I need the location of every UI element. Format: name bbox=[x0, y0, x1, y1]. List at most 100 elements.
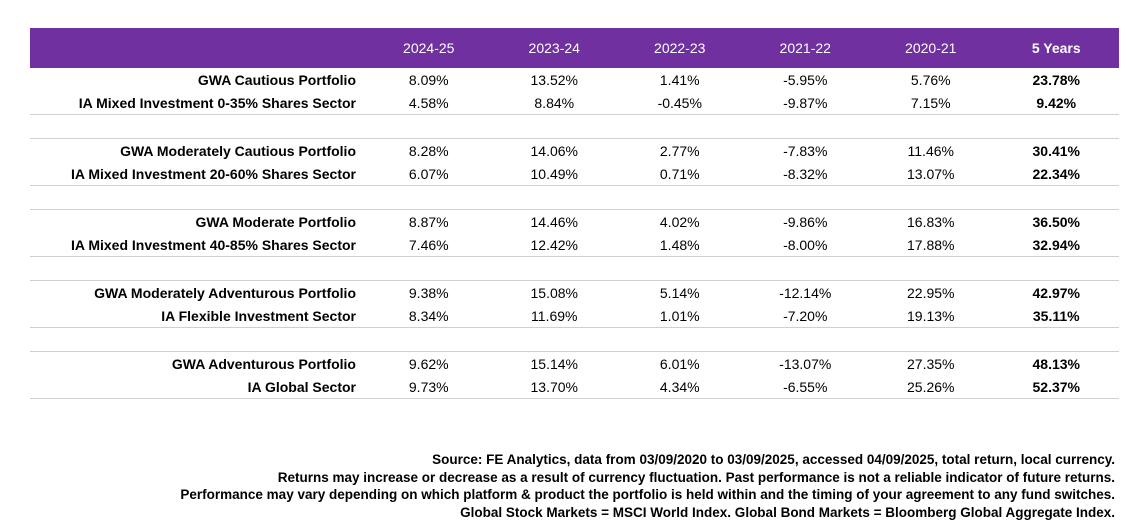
return-cell: -5.95% bbox=[783, 71, 828, 88]
return-cell: -9.87% bbox=[742, 91, 868, 115]
group-spacer bbox=[30, 185, 1119, 210]
five-year-total-cell: 42.97% bbox=[1032, 284, 1080, 301]
return-cell: 13.52% bbox=[530, 71, 578, 88]
return-cell: 14.06% bbox=[530, 142, 578, 159]
header-2020-21: 2020-21 bbox=[905, 40, 957, 56]
return-cell: 8.28% bbox=[408, 142, 449, 159]
return-cell: 1.41% bbox=[659, 71, 700, 88]
table-row: IA Flexible Investment Sector 8.34% 11.69%… bbox=[30, 304, 1119, 328]
table-row: GWA Moderately Adventurous Portfolio 9.38… bbox=[30, 281, 1119, 305]
row-label: IA Mixed Investment 0-35% Shares Sector bbox=[30, 91, 366, 115]
header-2022-23: 2022-23 bbox=[654, 40, 706, 56]
return-cell: -8.32% bbox=[742, 162, 868, 186]
return-cell: 9.62% bbox=[408, 355, 449, 372]
return-cell: 25.26% bbox=[868, 375, 994, 399]
spacer-cell bbox=[30, 327, 1119, 352]
spacer-cell bbox=[30, 114, 1119, 139]
return-cell: 7.46% bbox=[366, 233, 492, 257]
return-cell: 9.38% bbox=[408, 284, 449, 301]
return-cell: 19.13% bbox=[868, 304, 994, 328]
row-label: IA Mixed Investment 20-60% Shares Sector bbox=[30, 162, 366, 186]
five-year-total-cell: 52.37% bbox=[993, 375, 1119, 399]
return-cell: 10.49% bbox=[491, 162, 617, 186]
footnotes: Source: FE Analytics, data from 03/09/20… bbox=[15, 451, 1115, 521]
return-cell: 8.87% bbox=[408, 213, 449, 230]
return-cell: 1.48% bbox=[617, 233, 743, 257]
return-cell: -7.20% bbox=[742, 304, 868, 328]
spacer-cell bbox=[30, 256, 1119, 281]
table-body: GWA Cautious Portfolio 8.09% 13.52% 1.41% -5… bbox=[30, 68, 1119, 399]
return-cell: 11.69% bbox=[491, 304, 617, 328]
return-cell: -13.07% bbox=[779, 355, 832, 372]
return-cell: 12.42% bbox=[491, 233, 617, 257]
return-cell: 9.73% bbox=[366, 375, 492, 399]
source-note: Source: FE Analytics, data from 03/09/20… bbox=[432, 452, 1115, 467]
return-cell: 16.83% bbox=[907, 213, 955, 230]
row-label: GWA Cautious Portfolio bbox=[197, 71, 356, 88]
five-year-total-cell: 32.94% bbox=[993, 233, 1119, 257]
return-cell: 15.14% bbox=[530, 355, 578, 372]
return-cell: -8.00% bbox=[742, 233, 868, 257]
return-cell: 13.07% bbox=[868, 162, 994, 186]
return-cell: 6.07% bbox=[366, 162, 492, 186]
index-note: Global Stock Markets = MSCI World Index.… bbox=[460, 504, 1115, 520]
return-cell: 22.95% bbox=[907, 284, 955, 301]
return-cell: -6.55% bbox=[742, 375, 868, 399]
table-row: IA Global Sector 9.73% 13.70% 4.34% -6.55% 25… bbox=[30, 375, 1119, 399]
row-label: GWA Moderate Portfolio bbox=[195, 213, 356, 230]
return-cell: 7.15% bbox=[868, 91, 994, 115]
table-row: IA Mixed Investment 0-35% Shares Sector 4… bbox=[30, 91, 1119, 115]
return-cell: 11.46% bbox=[907, 142, 954, 159]
return-cell: 5.76% bbox=[910, 71, 951, 88]
platform-note: Performance may vary depending on which … bbox=[180, 487, 1115, 502]
return-cell: -7.83% bbox=[783, 142, 828, 159]
five-year-total-cell: 9.42% bbox=[993, 91, 1119, 115]
table-row: IA Mixed Investment 20-60% Shares Sector… bbox=[30, 162, 1119, 186]
return-cell: 6.01% bbox=[659, 355, 700, 372]
five-year-total-cell: 23.78% bbox=[1032, 71, 1080, 88]
return-cell: 13.70% bbox=[491, 375, 617, 399]
five-year-total-cell: 36.50% bbox=[1032, 213, 1080, 230]
return-cell: 4.58% bbox=[366, 91, 492, 115]
header-5-years: 5 Years bbox=[1031, 40, 1081, 56]
return-cell: 1.01% bbox=[617, 304, 743, 328]
row-label: GWA Moderately Adventurous Portfolio bbox=[94, 284, 356, 301]
five-year-total-cell: 35.11% bbox=[993, 304, 1119, 328]
header-2021-22: 2021-22 bbox=[779, 40, 831, 56]
spacer-cell bbox=[30, 185, 1119, 210]
group-spacer bbox=[30, 327, 1119, 352]
five-year-total-cell: 22.34% bbox=[993, 162, 1119, 186]
header-row: 2024-25 2023-24 2022-23 2021-22 2020-21 … bbox=[30, 28, 1119, 68]
row-label: IA Mixed Investment 40-85% Shares Sector bbox=[30, 233, 366, 257]
header-2024-25: 2024-25 bbox=[403, 40, 455, 56]
header-2023-24: 2023-24 bbox=[528, 40, 580, 56]
return-cell: -12.14% bbox=[779, 284, 832, 301]
table-header: 2024-25 2023-24 2022-23 2021-22 2020-21 … bbox=[30, 28, 1119, 68]
return-cell: 2.77% bbox=[659, 142, 700, 159]
return-cell: 4.02% bbox=[659, 213, 700, 230]
five-year-total-cell: 48.13% bbox=[1032, 355, 1080, 372]
return-cell: 15.08% bbox=[530, 284, 578, 301]
table-row: GWA Moderately Cautious Portfolio 8.28% 14… bbox=[30, 139, 1119, 163]
return-cell: -0.45% bbox=[617, 91, 743, 115]
table-row: GWA Adventurous Portfolio 9.62% 15.14% 6.01… bbox=[30, 352, 1119, 376]
header-label-blank bbox=[30, 28, 366, 68]
row-label: IA Global Sector bbox=[30, 375, 366, 399]
return-cell: 5.14% bbox=[659, 284, 700, 301]
return-cell: 8.09% bbox=[408, 71, 449, 88]
group-spacer bbox=[30, 114, 1119, 139]
return-cell: 14.46% bbox=[530, 213, 578, 230]
five-year-total-cell: 30.41% bbox=[1032, 142, 1080, 159]
performance-table: 2024-25 2023-24 2022-23 2021-22 2020-21 … bbox=[30, 28, 1119, 399]
row-label: GWA Adventurous Portfolio bbox=[171, 355, 356, 372]
table-row: GWA Cautious Portfolio 8.09% 13.52% 1.41% -5… bbox=[30, 68, 1119, 91]
row-label: IA Flexible Investment Sector bbox=[30, 304, 366, 328]
table-row: IA Mixed Investment 40-85% Shares Sector… bbox=[30, 233, 1119, 257]
currency-note: Returns may increase or decrease as a re… bbox=[277, 469, 1115, 485]
group-spacer bbox=[30, 256, 1119, 281]
return-cell: 8.84% bbox=[491, 91, 617, 115]
row-label: GWA Moderately Cautious Portfolio bbox=[120, 142, 356, 159]
return-cell: 8.34% bbox=[366, 304, 492, 328]
return-cell: 0.71% bbox=[617, 162, 743, 186]
return-cell: 17.88% bbox=[868, 233, 994, 257]
